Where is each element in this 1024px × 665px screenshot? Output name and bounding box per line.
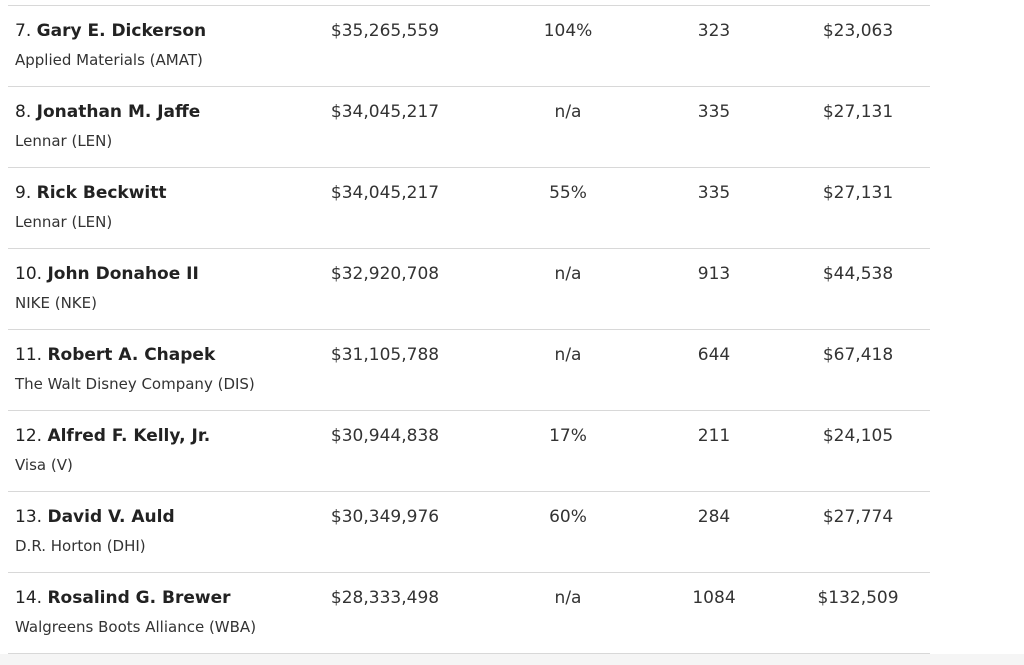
table-row: 13. David V. Auld D.R. Horton (DHI) $30,34… <box>8 492 930 573</box>
company-name: Walgreens Boots Alliance (WBA) <box>15 618 257 636</box>
table-cell: n/a <box>554 588 582 608</box>
executive-name: Robert A. Chapek <box>47 345 216 365</box>
table-cell: $24,105 <box>822 426 894 446</box>
name-line: 14. Rosalind G. Brewer <box>15 588 230 608</box>
table-cell: 55% <box>549 183 587 203</box>
rank: 7. <box>15 21 32 41</box>
table-cell: $27,131 <box>822 183 894 203</box>
rank: 14. <box>15 588 43 608</box>
table-cell: $44,538 <box>822 264 894 284</box>
rank: 12. <box>15 426 43 446</box>
executive-name: Rick Beckwitt <box>36 183 167 203</box>
table-cell: 284 <box>697 507 731 527</box>
rank: 13. <box>15 507 43 527</box>
company-name: The Walt Disney Company (DIS) <box>15 375 255 393</box>
rank: 10. <box>15 264 43 284</box>
company-name: Applied Materials (AMAT) <box>15 51 203 69</box>
table-cell: $34,045,217 <box>330 183 440 203</box>
table-row: 10. John Donahoe II NIKE (NKE) $32,920,708… <box>8 249 930 330</box>
rank: 9. <box>15 183 32 203</box>
table-cell: $30,944,838 <box>330 426 440 446</box>
table-row: 7. Gary E. Dickerson Applied Materials (A… <box>8 6 930 87</box>
executive-name: Jonathan M. Jaffe <box>36 102 201 122</box>
table-row: 11. Robert A. Chapek The Walt Disney Comp… <box>8 330 930 411</box>
table-cell: $28,333,498 <box>330 588 440 608</box>
executive-name: Gary E. Dickerson <box>36 21 207 41</box>
compensation-table: 7. Gary E. Dickerson Applied Materials (A… <box>8 5 930 654</box>
company-name: Lennar (LEN) <box>15 213 113 231</box>
table-cell: 335 <box>697 183 731 203</box>
table-row: 8. Jonathan M. Jaffe Lennar (LEN) $34,045,… <box>8 87 930 168</box>
table-cell: n/a <box>554 102 582 122</box>
name-line: 9. Rick Beckwitt <box>15 183 167 203</box>
table-cell: n/a <box>554 345 582 365</box>
name-line: 13. David V. Auld <box>15 507 175 527</box>
executive-name: Alfred F. Kelly, Jr. <box>47 426 211 446</box>
table-cell: 1084 <box>692 588 736 608</box>
table-cell: 335 <box>697 102 731 122</box>
name-line: 12. Alfred F. Kelly, Jr. <box>15 426 210 446</box>
table-cell: $132,509 <box>817 588 899 608</box>
company-name: Lennar (LEN) <box>15 132 113 150</box>
company-name: D.R. Horton (DHI) <box>15 537 146 555</box>
company-name: Visa (V) <box>15 456 73 474</box>
table-cell: $32,920,708 <box>330 264 440 284</box>
table-cell: $34,045,217 <box>330 102 440 122</box>
table-row: 9. Rick Beckwitt Lennar (LEN) $34,045,217 5… <box>8 168 930 249</box>
name-line: 8. Jonathan M. Jaffe <box>15 102 200 122</box>
footer-strip <box>0 654 1024 665</box>
table-cell: 913 <box>697 264 731 284</box>
table-cell: $27,774 <box>822 507 894 527</box>
table-cell: 323 <box>697 21 731 41</box>
executive-name: John Donahoe II <box>47 264 199 284</box>
table-cell: $35,265,559 <box>330 21 440 41</box>
company-name: NIKE (NKE) <box>15 294 97 312</box>
executive-name: Rosalind G. Brewer <box>47 588 231 608</box>
table-cell: 644 <box>697 345 731 365</box>
table-cell: $31,105,788 <box>330 345 440 365</box>
rank: 8. <box>15 102 32 122</box>
executive-name: David V. Auld <box>47 507 175 527</box>
name-line: 7. Gary E. Dickerson <box>15 21 206 41</box>
table-cell: 211 <box>697 426 731 446</box>
table-row: 12. Alfred F. Kelly, Jr. Visa (V) $30,944,… <box>8 411 930 492</box>
name-line: 10. John Donahoe II <box>15 264 199 284</box>
table-cell: $27,131 <box>822 102 894 122</box>
table-row: 14. Rosalind G. Brewer Walgreens Boots Al… <box>8 573 930 654</box>
table-cell: 104% <box>543 21 593 41</box>
table-cell: n/a <box>554 264 582 284</box>
table-cell: $30,349,976 <box>330 507 440 527</box>
name-line: 11. Robert A. Chapek <box>15 345 215 365</box>
table-cell: $67,418 <box>822 345 894 365</box>
table-cell: $23,063 <box>822 21 894 41</box>
table-cell: 17% <box>549 426 587 446</box>
rank: 11. <box>15 345 43 365</box>
table-cell: 60% <box>549 507 587 527</box>
